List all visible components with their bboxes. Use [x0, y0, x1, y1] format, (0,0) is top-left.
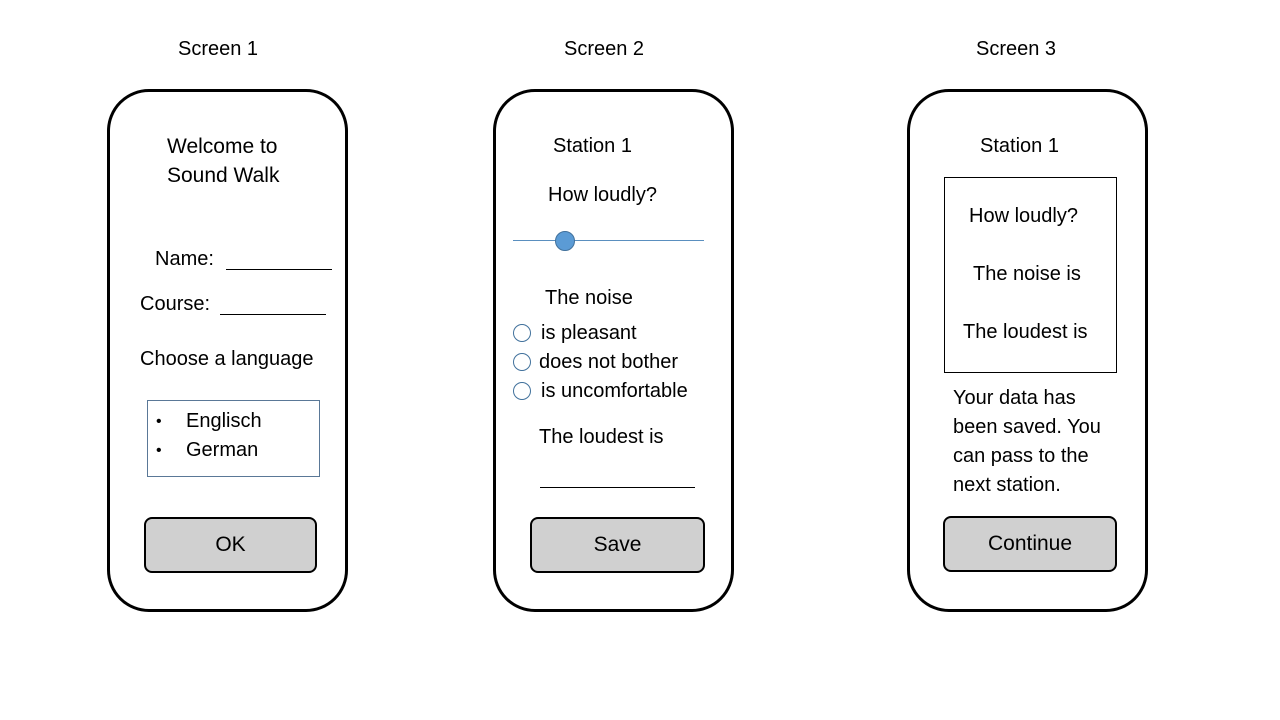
welcome-title-line1: Welcome to [167, 135, 278, 158]
continue-button[interactable]: Continue [943, 516, 1117, 572]
screen-1-label: Screen 1 [178, 38, 259, 60]
screen-3-label: Screen 3 [976, 38, 1057, 60]
language-prompt: Choose a language [140, 348, 314, 370]
language-option-english[interactable]: Englisch [186, 410, 262, 432]
course-label: Course: [140, 293, 211, 315]
language-list: • Englisch • German [147, 400, 320, 477]
summary-noise: The noise is [973, 263, 1081, 285]
saved-message-line3: can pass to the [953, 445, 1089, 467]
loudness-question: How loudly? [548, 184, 657, 206]
language-option-german[interactable]: German [186, 439, 259, 461]
name-label: Name: [155, 248, 214, 270]
station-title: Station 1 [980, 135, 1059, 157]
course-field[interactable] [220, 314, 326, 315]
noise-option-pleasant[interactable]: is pleasant [541, 322, 637, 344]
bullet-icon: • [156, 413, 162, 430]
bullet-icon: • [156, 442, 162, 459]
station-title: Station 1 [553, 135, 632, 157]
slider-track[interactable] [513, 240, 704, 241]
loudest-field[interactable] [540, 487, 695, 488]
radio-does-not-bother[interactable] [513, 353, 531, 371]
save-button[interactable]: Save [530, 517, 705, 573]
saved-message-line2: been saved. You [953, 416, 1101, 438]
welcome-title-line2: Sound Walk [167, 164, 280, 187]
noise-heading: The noise [545, 287, 633, 309]
noise-option-does-not-bother[interactable]: does not bother [539, 351, 678, 373]
saved-message-line4: next station. [953, 474, 1061, 496]
slider-thumb[interactable] [554, 231, 575, 251]
screen-2-label: Screen 2 [564, 38, 645, 60]
saved-message-line1: Your data has [953, 387, 1076, 409]
ok-button[interactable]: OK [144, 517, 317, 573]
name-field[interactable] [226, 269, 332, 270]
noise-option-uncomfortable[interactable]: is uncomfortable [541, 380, 688, 402]
summary-loudness: How loudly? [969, 205, 1078, 227]
radio-uncomfortable[interactable] [513, 382, 531, 400]
summary-loudest: The loudest is [963, 321, 1088, 343]
loudest-label: The loudest is [539, 426, 664, 448]
summary-box [944, 177, 1117, 373]
radio-pleasant[interactable] [513, 324, 531, 342]
